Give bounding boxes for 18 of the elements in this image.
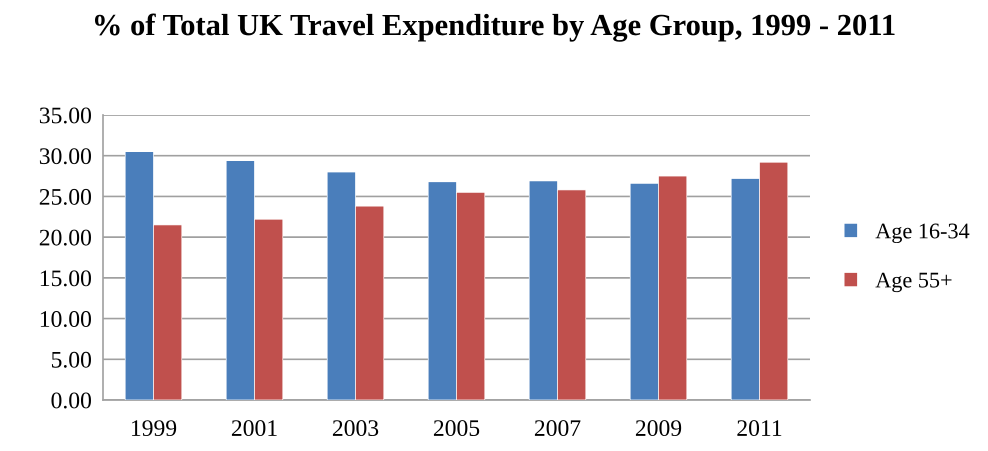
- y-tick-label: 15.00: [40, 270, 91, 286]
- chart-title: % of Total UK Travel Expenditure by Age Group, 1999 - 2011: [95, 14, 895, 42]
- y-tick-label: 35.00: [40, 107, 91, 124]
- y-tick-label: 5.00: [52, 352, 91, 368]
- x-tick-label: 2001: [232, 420, 277, 436]
- x-tick-label: 2009: [636, 420, 682, 436]
- legend-label: Age 55+: [875, 272, 952, 292]
- y-tick-label: 10.00: [40, 311, 91, 328]
- y-tick-label: 20.00: [40, 230, 91, 246]
- legend-label: Age 16-34: [875, 224, 970, 244]
- x-tick-label: 2011: [737, 420, 782, 436]
- y-tick-label: 0.00: [51, 392, 91, 409]
- y-tick-label: 30.00: [40, 148, 91, 164]
- x-tick-label: 1999: [132, 420, 176, 436]
- x-tick-label: 2007: [534, 420, 580, 436]
- y-tick-label: 25.00: [40, 188, 91, 205]
- x-tick-label: 2003: [332, 420, 378, 436]
- x-tick-label: 2005: [434, 420, 480, 436]
